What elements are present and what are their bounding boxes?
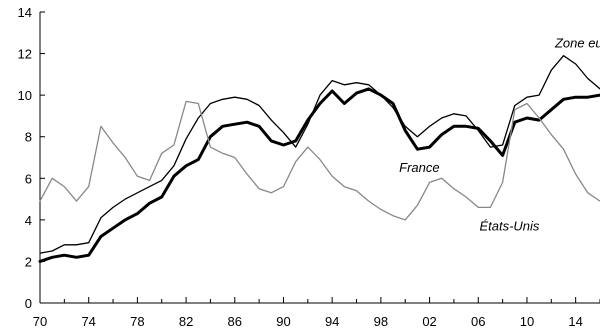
x-tick-label: 02 <box>422 314 436 329</box>
y-tick-label: 14 <box>18 5 32 20</box>
y-tick-label: 8 <box>25 130 32 145</box>
x-tick-label: 70 <box>33 314 47 329</box>
x-tick-label: 86 <box>228 314 242 329</box>
x-tick-label: 10 <box>520 314 534 329</box>
x-tick-label: 82 <box>179 314 193 329</box>
series-label: États-Unis <box>479 218 539 233</box>
y-tick-label: 4 <box>25 213 32 228</box>
series-lines <box>38 55 600 263</box>
y-tick-label: 10 <box>18 88 32 103</box>
y-tick-label: 12 <box>18 47 32 62</box>
series-line--tats-unis <box>39 100 600 221</box>
series-label: Zone euro <box>554 35 600 50</box>
series-line-zone-euro <box>39 55 600 254</box>
x-tick-label: 14 <box>568 314 582 329</box>
x-tick-label: 98 <box>374 314 388 329</box>
x-tick-label: 90 <box>276 314 290 329</box>
series-line-france <box>38 87 600 263</box>
series-labels: Zone euro France États-Unis <box>399 35 600 233</box>
series-label: France <box>399 160 439 175</box>
x-tick-label: 06 <box>471 314 485 329</box>
x-tick-label: 94 <box>325 314 339 329</box>
y-tick-label: 2 <box>25 254 32 269</box>
x-tick-label: 74 <box>81 314 95 329</box>
y-tick-label: 0 <box>25 296 32 311</box>
x-tick-label: 78 <box>130 314 144 329</box>
y-tick-label: 6 <box>25 171 32 186</box>
